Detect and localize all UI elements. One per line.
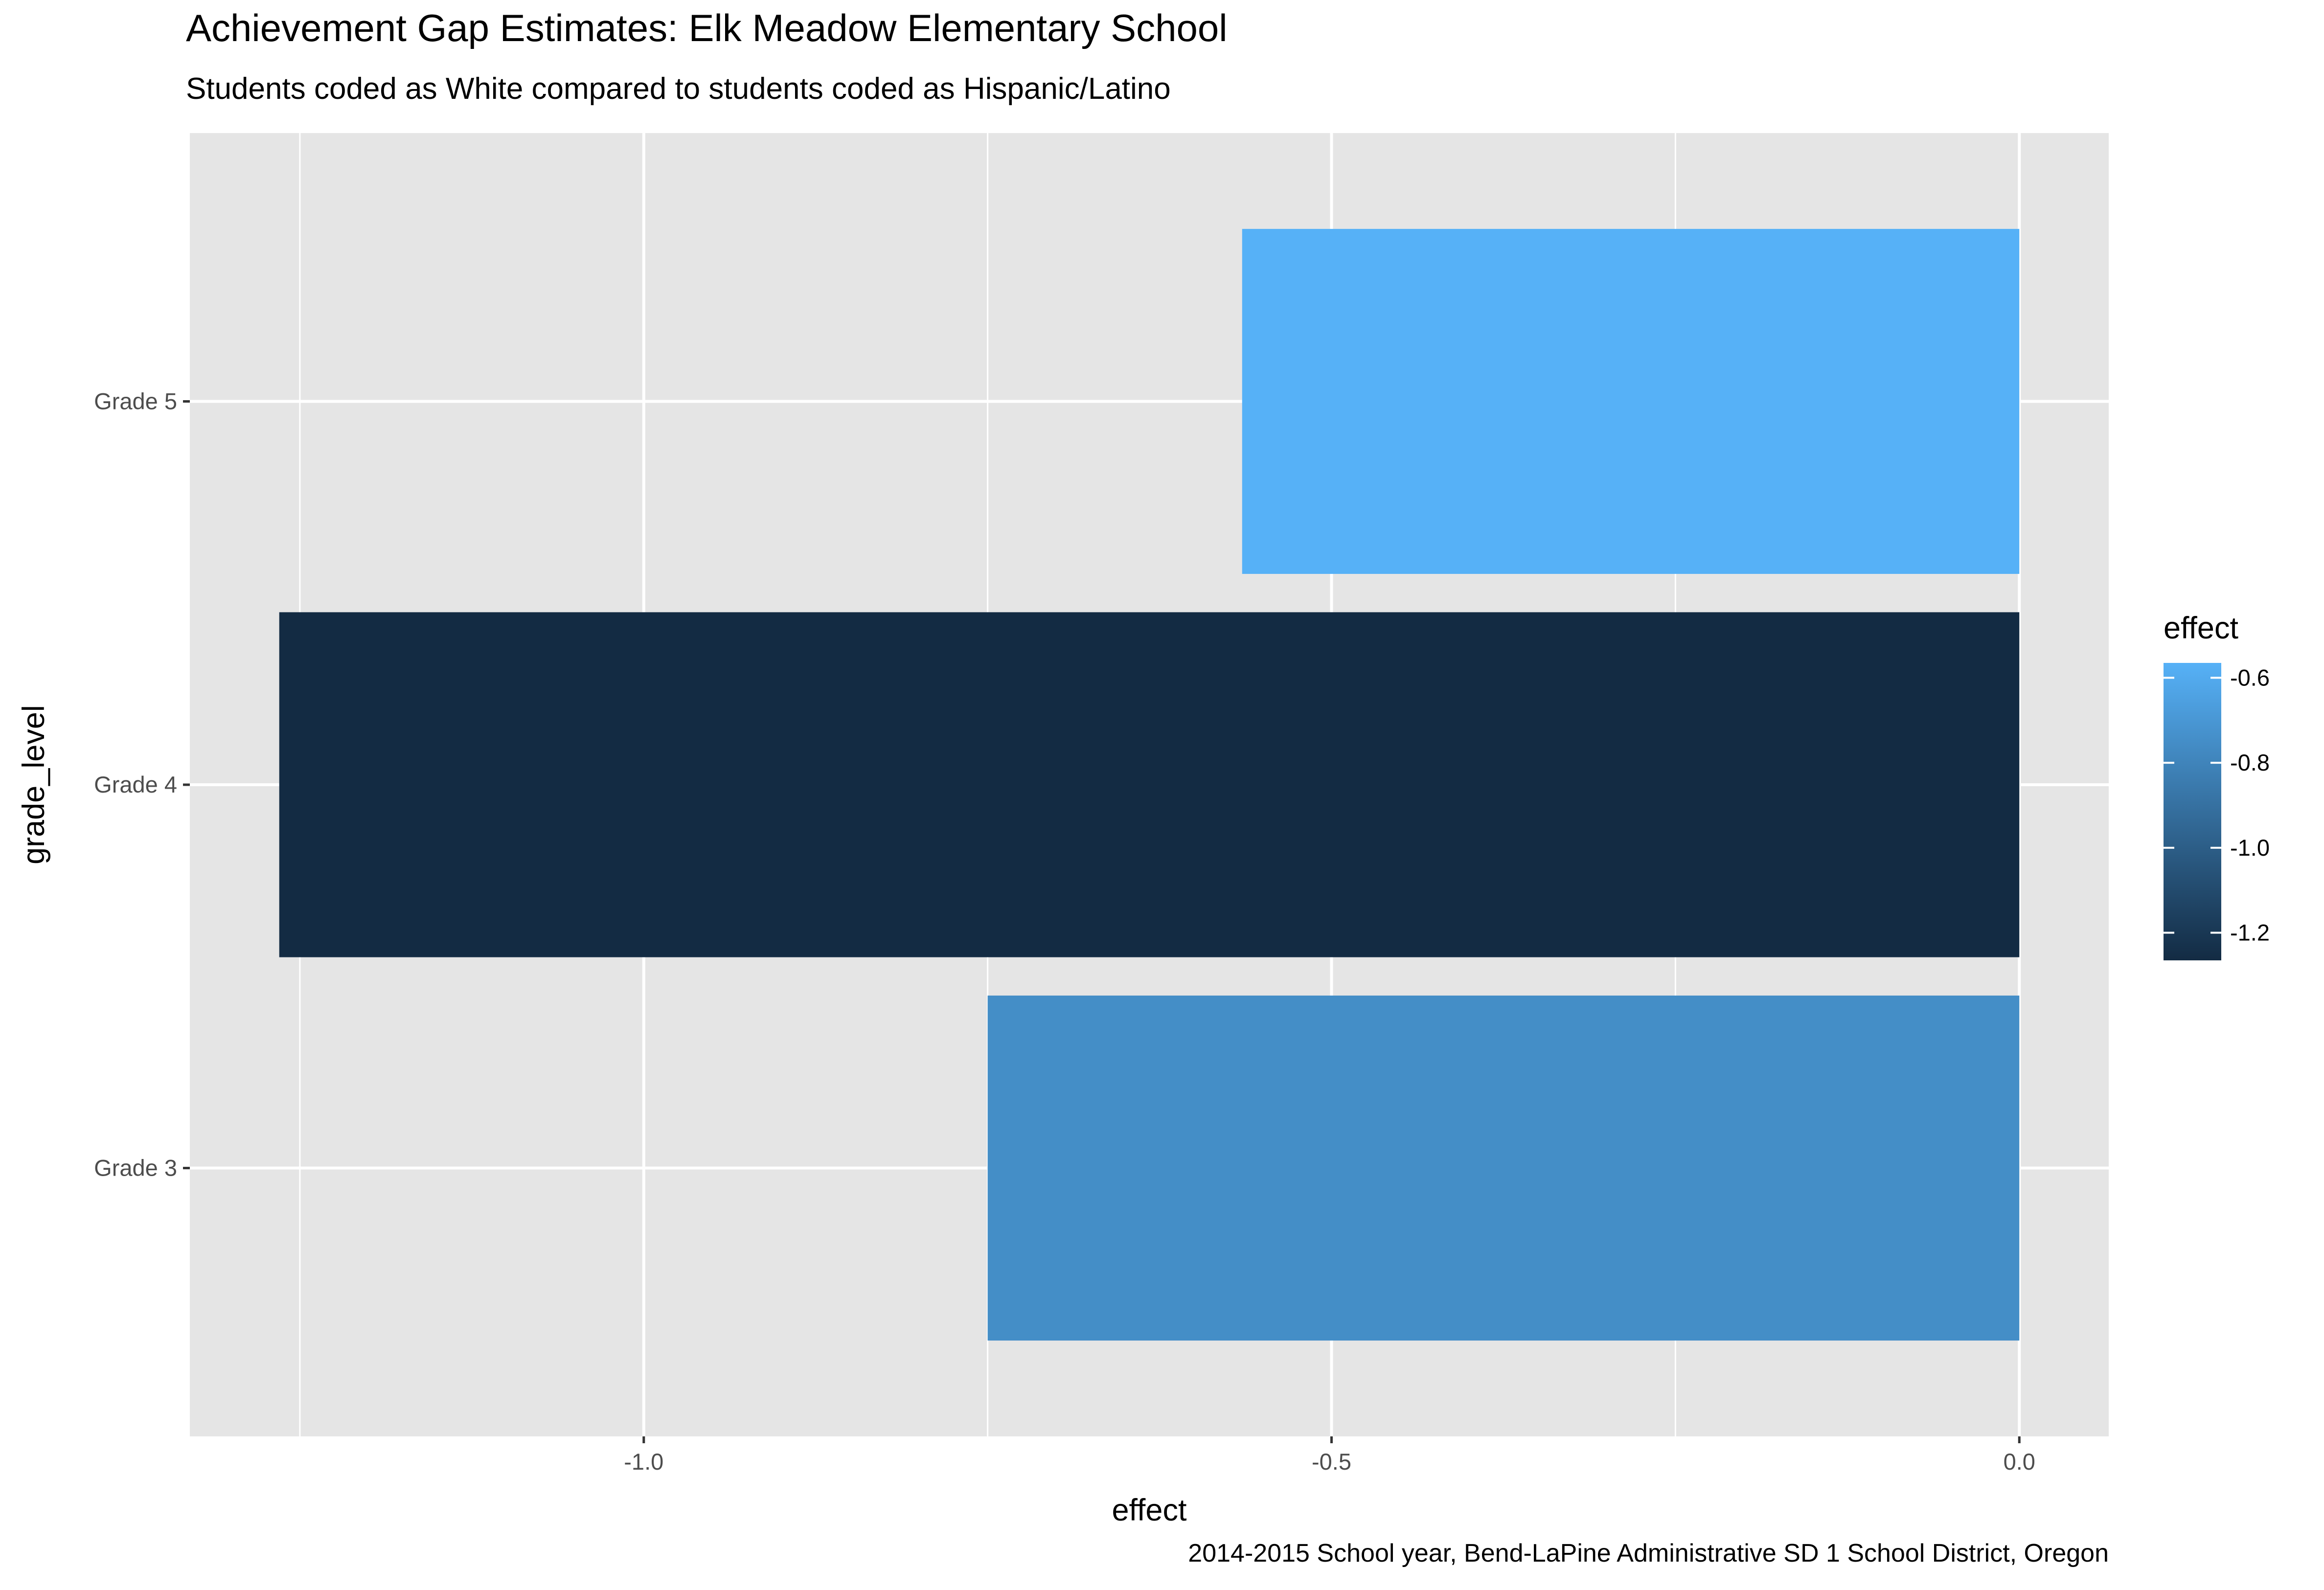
y-tick-label: Grade 5 [94,388,177,414]
bar-grade-4 [279,612,2020,957]
x-tick-label: -1.0 [624,1449,663,1475]
x-axis-title: effect [1112,1493,1187,1527]
x-tick-label: 0.0 [2004,1449,2035,1475]
chart-caption: 2014-2015 School year, Bend-LaPine Admin… [1188,1539,2109,1567]
colorbar [2164,663,2221,960]
legend-title: effect [2164,611,2238,645]
y-tick-label: Grade 4 [94,772,177,797]
x-tick-label: -0.5 [1312,1449,1351,1475]
color-legend: effect -0.6 -0.8 -1.0 -1.2 [2164,611,2270,960]
legend-tick-label: -0.8 [2230,750,2270,775]
legend-tick-label: -1.2 [2230,920,2270,946]
y-axis-title: grade_level [17,705,51,864]
bar-grade-3 [987,995,2020,1341]
legend-tick-label: -1.0 [2230,835,2270,861]
chart-subtitle: Students coded as White compared to stud… [186,72,1171,106]
bar-grade-5 [1242,228,2020,574]
chart-title: Achievement Gap Estimates: Elk Meadow El… [186,6,1228,49]
legend-tick-label: -0.6 [2230,664,2270,690]
y-tick-label: Grade 3 [94,1155,177,1181]
